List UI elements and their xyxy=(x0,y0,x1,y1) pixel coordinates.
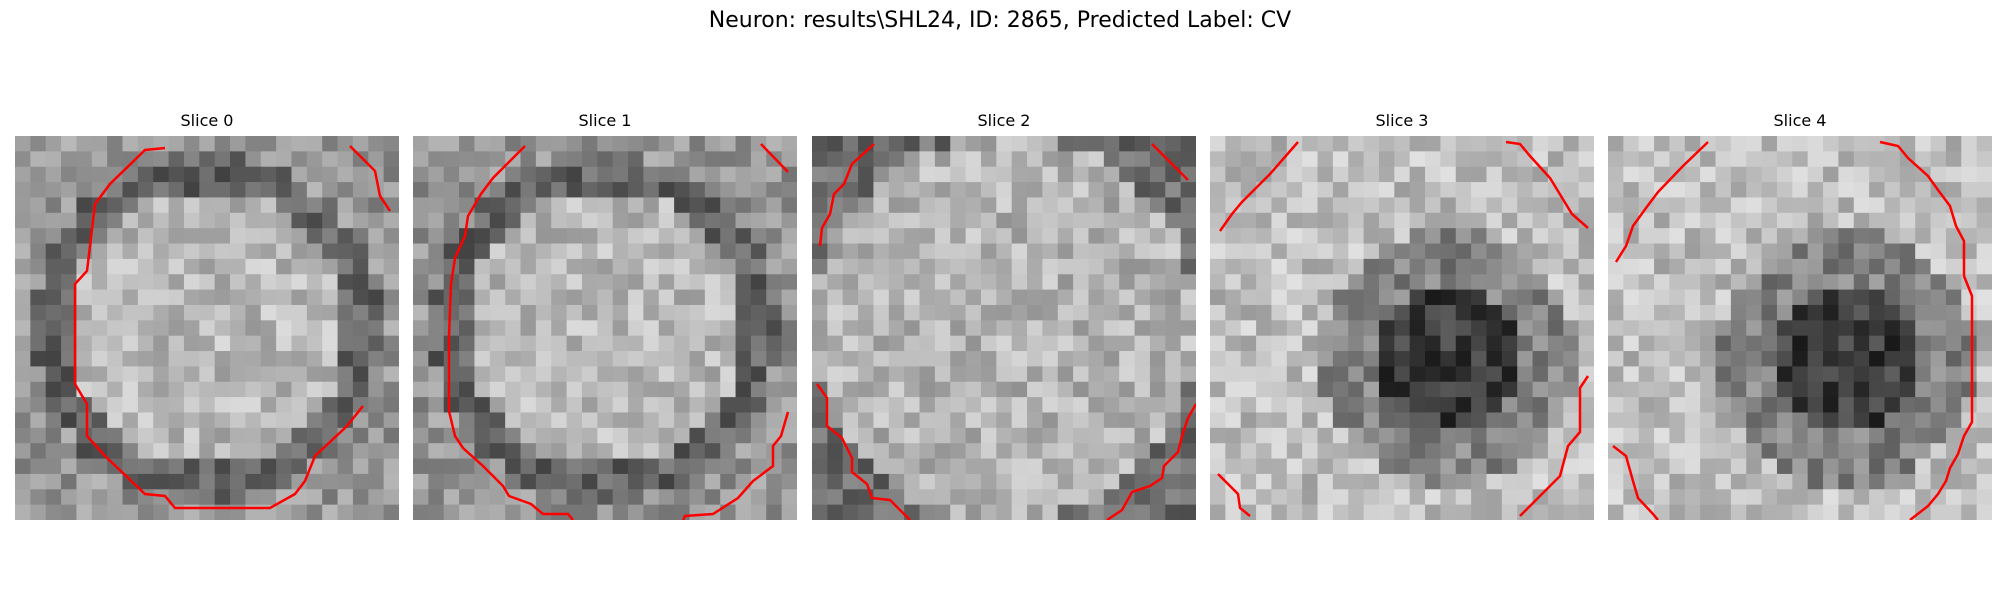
slice-image-3 xyxy=(1210,136,1594,520)
slice-title: Slice 4 xyxy=(1608,110,1992,132)
slice-panel-4: Slice 4 xyxy=(1608,110,1992,520)
slice-image-1 xyxy=(413,136,797,520)
slice-title: Slice 0 xyxy=(15,110,399,132)
slice-panel-3: Slice 3 xyxy=(1210,110,1594,520)
figure-title: Neuron: results\SHL24, ID: 2865, Predict… xyxy=(0,8,2000,33)
grayscale-pixels xyxy=(1210,136,1594,520)
grayscale-pixels xyxy=(15,136,399,520)
slice-panel-0: Slice 0 xyxy=(15,110,399,520)
slice-image-4 xyxy=(1608,136,1992,520)
grayscale-pixels xyxy=(812,136,1196,520)
grayscale-pixels xyxy=(1608,136,1992,520)
slice-image-0 xyxy=(15,136,399,520)
slice-image-2 xyxy=(812,136,1196,520)
slice-title: Slice 1 xyxy=(413,110,797,132)
slice-panel-2: Slice 2 xyxy=(812,110,1196,520)
grayscale-pixels xyxy=(413,136,797,520)
slice-title: Slice 2 xyxy=(812,110,1196,132)
slice-panel-1: Slice 1 xyxy=(413,110,797,520)
slice-title: Slice 3 xyxy=(1210,110,1594,132)
